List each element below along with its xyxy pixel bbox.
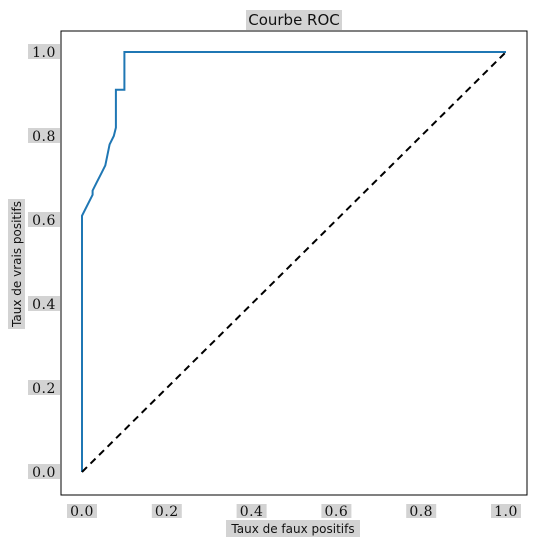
x-tick-label-bg [491,504,521,518]
y-tick-label: 0.8 [32,129,56,145]
x-tick-label-bg [321,504,352,518]
x-axis-label-bg [226,520,360,537]
y-tick-label: 0.6 [32,213,56,229]
x-tick-label: 0.4 [240,504,264,520]
x-tick-label-bg [67,504,97,518]
y-tick-label: 0.2 [32,381,56,397]
y-axis-label: Taux de vrais positifs [10,201,24,328]
tick-layer: 0.0 0.2 0.4 0.6 0.8 1.0 0.0 0.2 0.4 0.6 0.8 1.0 [28,44,521,520]
plot-frame [60,30,528,496]
y-tick-label-bg [28,464,60,479]
y-tick-label-bg [28,44,60,59]
x-tick-label: 1.0 [494,504,518,520]
x-tick-label-bg [406,504,437,518]
series-layer [81,51,507,473]
roc-curve-line [81,51,506,472]
y-tick-label-bg [28,380,60,395]
x-axis-label: Taux de faux positifs [230,522,354,536]
y-tick-label-bg [28,128,60,143]
x-tick-label-bg [151,504,182,518]
x-tick-label: 0.8 [409,504,433,520]
x-tick-label: 0.0 [70,504,94,520]
chart-title-bg [246,10,342,30]
x-tick-label: 0.2 [155,504,179,520]
y-tick-label: 0.0 [32,465,56,481]
x-tick-label: 0.6 [325,504,349,520]
y-tick-label-bg [28,212,60,227]
y-tick-label-bg [28,296,60,311]
y-tick-label: 1.0 [32,45,56,61]
chart-title: Courbe ROC [248,11,340,29]
x-tick-label-bg [236,504,267,518]
y-tick-label: 0.4 [32,297,56,313]
y-axis-label-bg [8,199,25,329]
chance-diagonal-line [81,51,507,473]
